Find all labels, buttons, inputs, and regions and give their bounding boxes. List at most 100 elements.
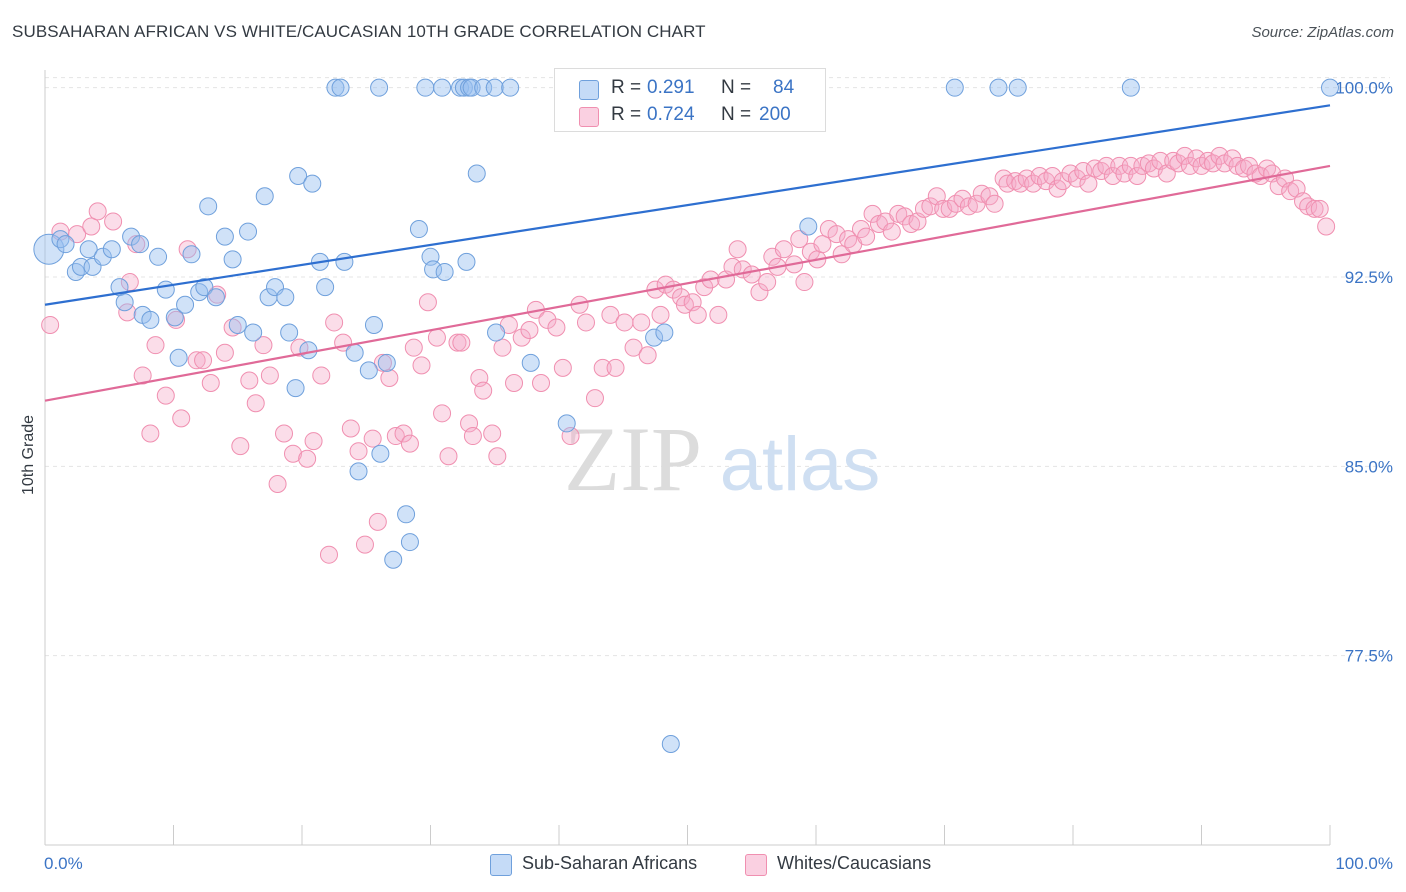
data-point-whites — [284, 444, 303, 463]
data-point-whites — [319, 545, 338, 564]
data-point-whites — [418, 293, 437, 312]
data-point-whites — [538, 310, 557, 329]
data-point-whites — [1234, 159, 1253, 178]
data-point-whites — [427, 328, 446, 347]
data-point-whites — [624, 338, 643, 357]
data-point-whites — [187, 351, 206, 370]
data-point-subsaharan — [182, 245, 201, 264]
data-point-whites — [298, 449, 317, 468]
data-point-subsaharan — [454, 78, 473, 97]
data-point-whites — [223, 318, 242, 337]
y-tick-label: 85.0% — [1345, 457, 1393, 476]
data-point-subsaharan — [156, 280, 175, 299]
data-point-whites — [156, 386, 175, 405]
y-tick-label: 92.5% — [1345, 268, 1393, 287]
legend-row-blue: R = 0.291 N = 84 — [555, 75, 825, 103]
data-point-subsaharan — [206, 288, 225, 307]
data-point-whites — [1092, 161, 1111, 180]
data-point-subsaharan — [149, 247, 168, 266]
data-point-whites — [141, 424, 160, 443]
legend-r-value: 0.291 — [647, 77, 695, 98]
data-point-whites — [1269, 177, 1288, 196]
data-point-whites — [857, 227, 876, 246]
data-point-subsaharan — [199, 197, 218, 216]
data-point-subsaharan — [424, 260, 443, 279]
data-point-whites — [1175, 146, 1194, 165]
data-point-subsaharan — [485, 78, 504, 97]
data-point-subsaharan — [409, 220, 428, 239]
legend-n-value: 84 — [773, 77, 795, 98]
data-point-subsaharan — [223, 250, 242, 269]
data-point-whites — [813, 235, 832, 254]
data-point-whites — [373, 353, 392, 372]
data-point-whites — [448, 333, 467, 352]
data-point-whites — [638, 346, 657, 365]
data-point-whites — [1169, 154, 1188, 173]
data-point-subsaharan — [122, 227, 141, 246]
data-point-whites — [795, 273, 814, 292]
data-point-whites — [827, 225, 846, 244]
data-point-subsaharan — [326, 78, 345, 97]
data-point-whites — [758, 273, 777, 292]
data-point-whites — [553, 358, 572, 377]
data-point-subsaharan — [66, 262, 85, 281]
data-point-whites — [380, 368, 399, 387]
data-point-subsaharan — [316, 278, 335, 297]
data-point-whites — [41, 315, 60, 334]
data-point-whites — [520, 321, 539, 340]
data-point-whites — [194, 351, 213, 370]
data-point-whites — [394, 424, 413, 443]
legend-swatch-pink — [579, 107, 599, 127]
data-point-whites — [985, 194, 1004, 213]
data-point-whites — [512, 328, 531, 347]
data-point-whites — [400, 434, 419, 453]
legend-n-value: 200 — [759, 104, 791, 125]
data-point-whites — [1317, 217, 1336, 236]
legend-swatch-pink — [745, 854, 767, 876]
data-point-whites — [483, 424, 502, 443]
data-point-subsaharan — [364, 315, 383, 334]
data-point-subsaharan — [945, 78, 964, 97]
data-point-whites — [254, 336, 273, 355]
data-point-subsaharan — [655, 323, 674, 342]
data-point-whites — [246, 394, 265, 413]
watermark-zip: ZIP — [564, 408, 702, 510]
data-point-subsaharan — [169, 348, 188, 367]
data-point-whites — [349, 442, 368, 461]
trend-line-subsaharan — [44, 104, 1331, 306]
data-point-whites — [839, 230, 858, 249]
legend-row-pink: R = 0.724 N = 200 — [555, 102, 825, 130]
data-point-whites — [1139, 154, 1158, 173]
data-point-subsaharan — [286, 379, 305, 398]
data-point-subsaharan — [501, 78, 520, 97]
data-point-subsaharan — [51, 230, 70, 249]
legend-r-label: R = — [611, 77, 642, 98]
data-point-subsaharan — [331, 78, 350, 97]
y-tick-label: 100.0% — [1335, 79, 1393, 98]
data-point-whites — [593, 358, 612, 377]
data-point-subsaharan — [521, 353, 540, 372]
tick-labels: 77.5% 85.0% 92.5% 100.0% 0.0% 100.0% — [44, 79, 1393, 873]
data-point-subsaharan — [416, 78, 435, 97]
legend-r-value: 0.724 — [647, 104, 695, 125]
data-point-whites — [474, 381, 493, 400]
legend-n-label: N = — [721, 77, 752, 98]
data-point-whites — [601, 305, 620, 324]
data-point-whites — [505, 374, 524, 393]
data-point-subsaharan — [190, 283, 209, 302]
data-point-whites — [172, 409, 191, 428]
data-point-whites — [750, 283, 769, 302]
data-point-whites — [688, 305, 707, 324]
data-point-whites — [1006, 172, 1025, 191]
data-point-whites — [201, 374, 220, 393]
legend-label: Sub-Saharan Africans — [522, 853, 698, 873]
data-point-subsaharan — [303, 174, 322, 193]
data-point-whites — [363, 429, 382, 448]
data-point-whites — [1067, 169, 1086, 188]
data-point-whites — [82, 217, 101, 236]
data-point-whites — [1053, 172, 1072, 191]
data-point-subsaharan — [359, 361, 378, 380]
data-point-subsaharan — [276, 288, 295, 307]
data-point-whites — [275, 424, 294, 443]
